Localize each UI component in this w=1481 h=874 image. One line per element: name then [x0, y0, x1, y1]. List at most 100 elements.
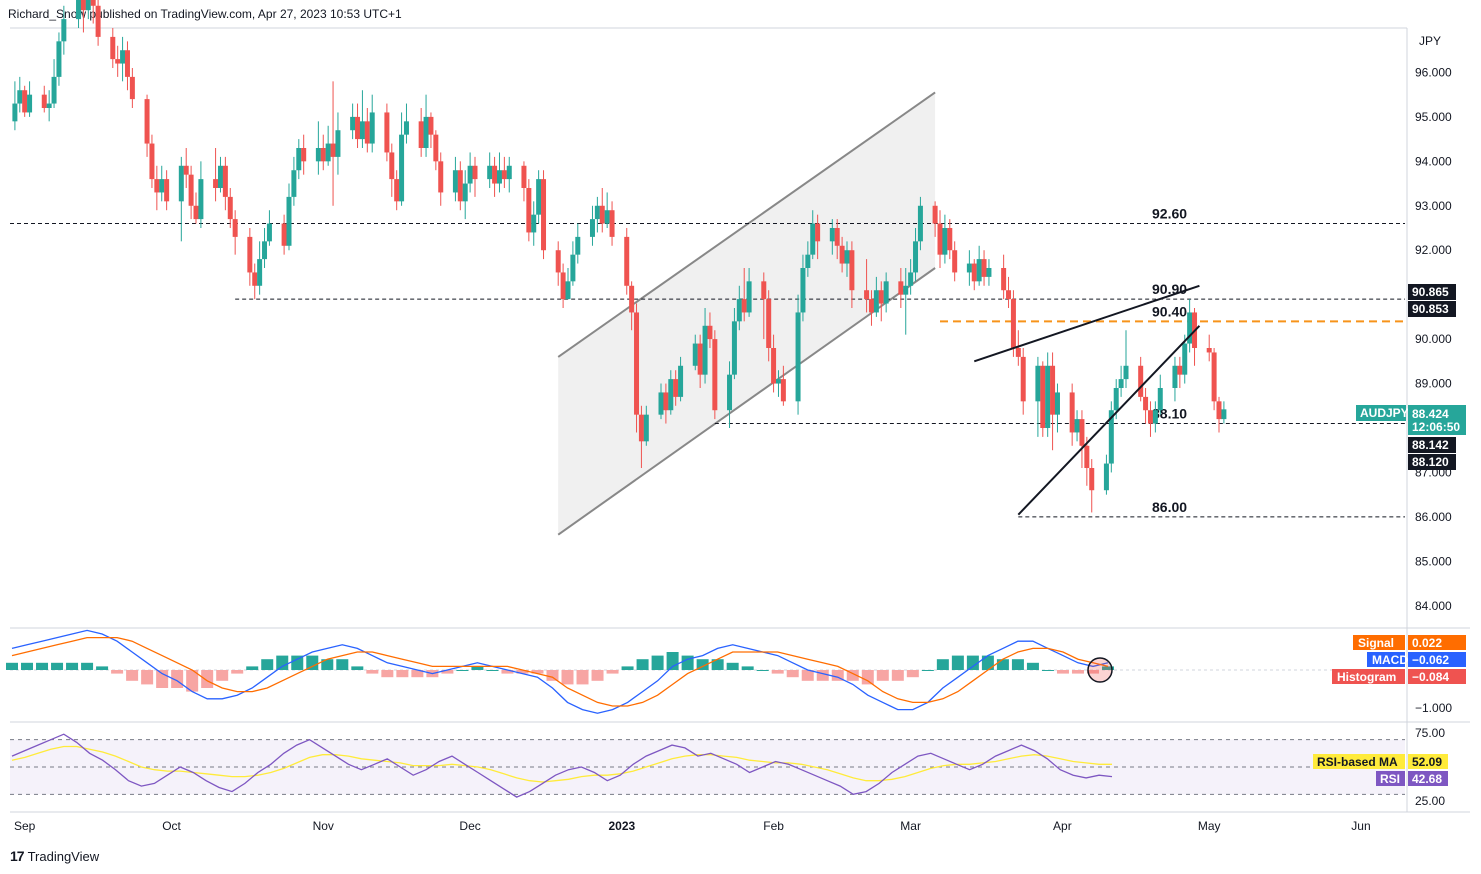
candle-body — [389, 152, 395, 180]
candle-body — [1079, 419, 1085, 446]
candle-body — [873, 290, 879, 313]
candle-body — [526, 188, 532, 233]
macd-histogram-bar — [216, 670, 229, 681]
candle-body — [217, 165, 223, 188]
macd-histogram-bar — [1026, 662, 1039, 670]
candle-body — [41, 94, 47, 108]
macd-histogram-bar — [576, 670, 589, 685]
candle-body — [541, 179, 547, 251]
rsi-legend-value: 42.68 — [1412, 772, 1442, 786]
time-axis: Sep Oct Nov Dec 2023 Feb Mar Apr May Jun — [14, 819, 1371, 833]
candle-body — [638, 414, 644, 442]
candle-body — [643, 414, 649, 442]
candle-body — [423, 116, 429, 148]
macd-histogram-bar — [696, 659, 709, 670]
currency-label: JPY — [1419, 34, 1441, 48]
candle-body — [1020, 356, 1026, 402]
candle-body — [232, 219, 238, 237]
candle-body — [1084, 445, 1090, 468]
candle-body — [678, 365, 684, 397]
candle-body — [1123, 365, 1129, 380]
candle-body — [1015, 348, 1021, 357]
candle-body — [971, 263, 977, 282]
candle-body — [903, 285, 909, 295]
price-tick-label: 96.000 — [1415, 65, 1452, 79]
candle-body — [291, 170, 297, 197]
candle-body — [164, 179, 170, 202]
macd-histogram-bar — [846, 670, 859, 681]
candle-body — [154, 179, 160, 193]
candle-body — [506, 165, 512, 180]
time-tick-label: 2023 — [608, 819, 635, 833]
level-label-86.00: 86.00 — [1152, 499, 1187, 515]
price-tick-label: 94.000 — [1415, 154, 1452, 168]
candle-body — [1050, 365, 1056, 415]
macd-legend-value-bg — [1408, 652, 1466, 667]
macd-legend-value: −0.062 — [1412, 653, 1449, 667]
macd-histogram-bar — [921, 670, 934, 671]
candle-series — [12, 0, 1227, 513]
candle-body — [51, 76, 57, 104]
candle-body — [800, 268, 806, 313]
price-tick-label: 84.000 — [1415, 599, 1452, 613]
candle-body — [1045, 365, 1051, 428]
candle-body — [286, 196, 292, 246]
macd-histogram-bar — [561, 670, 574, 685]
candle-body — [966, 263, 972, 273]
candle-body — [252, 272, 258, 286]
candle-body — [124, 50, 130, 77]
macd-histogram-bar — [291, 655, 304, 670]
price-tag-low-1: 88.142 — [1412, 438, 1449, 452]
footer-brand: 17 TradingView — [10, 848, 99, 864]
rsi-pane: 75.00 25.00 RSI-based MA 52.09 RSI 42.68 — [10, 726, 1448, 808]
candle-body — [810, 223, 816, 255]
candle-body — [609, 210, 615, 237]
macd-histogram-bar — [306, 655, 319, 670]
candle-body — [1089, 468, 1095, 491]
candle-body — [570, 254, 576, 282]
candle-body — [565, 281, 571, 300]
candle-body — [1172, 365, 1178, 388]
candle-body — [731, 321, 737, 375]
candle-body — [320, 148, 326, 162]
time-tick-label: Nov — [313, 819, 334, 833]
candle-body — [1108, 410, 1114, 464]
rsi-line — [11, 733, 1113, 798]
price-tag-high-1-bg — [1408, 284, 1456, 300]
macd-histogram-bar — [261, 659, 274, 670]
candle-body — [56, 41, 62, 77]
candle-body — [301, 148, 307, 162]
rsi-legend-value: 52.09 — [1412, 755, 1442, 769]
candle-body — [555, 250, 561, 273]
macd-histogram-bar — [636, 659, 649, 670]
candle-body — [472, 165, 478, 180]
candle-body — [95, 5, 101, 37]
candle-body — [1006, 290, 1012, 300]
candle-body — [1113, 388, 1119, 411]
candle-body — [1138, 365, 1144, 397]
candle-body — [1069, 392, 1075, 433]
macd-histogram-bar — [966, 655, 979, 670]
time-tick-label: Dec — [459, 819, 480, 833]
level-label-90.40: 90.40 — [1152, 303, 1187, 319]
macd-histogram-bar — [906, 670, 919, 678]
candle-body — [736, 299, 742, 322]
last-price-tag-bg — [1408, 405, 1466, 435]
macd-histogram-bar — [21, 662, 34, 670]
channel-upper-line — [557, 91, 936, 358]
candle-body — [536, 179, 542, 215]
macd-histogram-bar — [591, 670, 604, 681]
time-tick-label: Feb — [763, 819, 784, 833]
candle-body — [864, 290, 870, 300]
candle-body — [12, 103, 18, 122]
candle-body — [560, 272, 566, 300]
rising-wedge — [973, 284, 1201, 516]
macd-histogram-bar — [156, 670, 169, 688]
macd-histogram-bar — [726, 662, 739, 670]
macd-histogram-bar — [6, 662, 18, 670]
candle-body — [198, 179, 204, 220]
candle-body — [418, 121, 424, 148]
time-tick-label: Oct — [162, 819, 181, 833]
macd-histogram-bar — [411, 670, 424, 678]
